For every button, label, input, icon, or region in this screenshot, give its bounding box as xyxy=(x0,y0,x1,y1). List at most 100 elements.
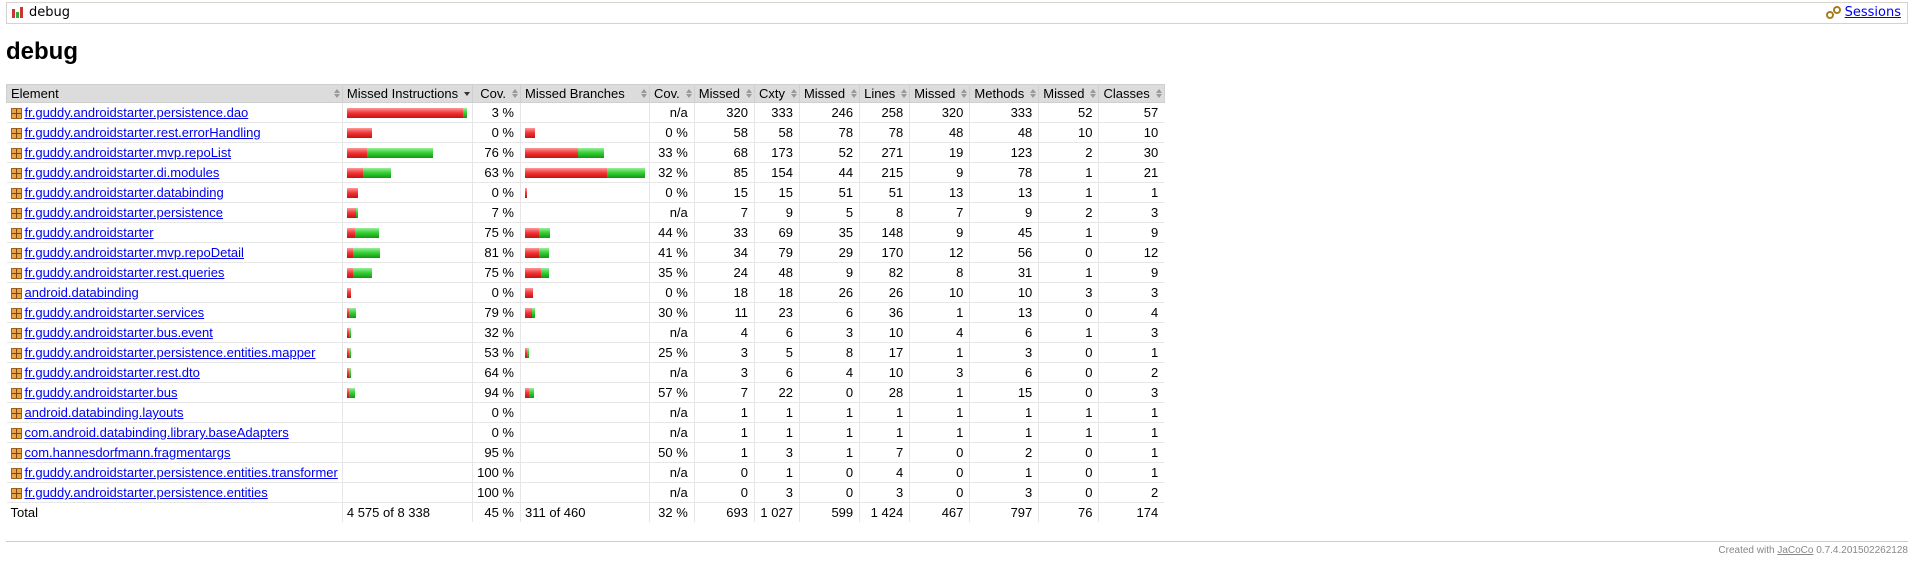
table-row: fr.guddy.androidstarter.mvp.repoDetail 81… xyxy=(6,242,1165,263)
instructions-bar xyxy=(346,147,468,158)
sort-icon xyxy=(790,89,797,98)
table-row: fr.guddy.androidstarter.persistence.enti… xyxy=(6,482,1165,503)
classes-missed: 0 xyxy=(1038,382,1099,403)
instructions-bar-cell xyxy=(341,242,473,263)
col-element[interactable]: Element xyxy=(6,84,343,103)
branches-bar xyxy=(525,147,645,158)
table-row: com.hannesdorfmann.fragmentargs 95 % 50 % 1… xyxy=(6,442,1165,463)
branches-bar xyxy=(525,167,645,178)
instructions-bar xyxy=(346,287,468,298)
col-missed-branches[interactable]: Missed Branches xyxy=(520,84,650,103)
branches-covered-bar xyxy=(541,267,549,278)
instructions-bar xyxy=(346,307,468,318)
col-missed-instructions[interactable]: Missed Instructions xyxy=(341,84,474,103)
classes: 1 xyxy=(1098,182,1165,203)
package-link[interactable]: fr.guddy.androidstarter.persistence xyxy=(24,205,224,220)
package-link[interactable]: fr.guddy.androidstarter.rest.errorHandli… xyxy=(24,125,261,140)
lines: 10 xyxy=(859,362,910,383)
col-lines[interactable]: Lines xyxy=(859,84,911,103)
package-link[interactable]: fr.guddy.androidstarter.databinding xyxy=(24,185,224,200)
package-link[interactable]: fr.guddy.androidstarter.persistence.dao xyxy=(24,105,249,120)
sessions-link-group[interactable]: Sessions xyxy=(1825,5,1901,20)
package-link[interactable]: fr.guddy.androidstarter xyxy=(24,225,154,240)
sessions-link[interactable]: Sessions xyxy=(1844,5,1901,20)
package-link[interactable]: fr.guddy.androidstarter.bus xyxy=(24,385,178,400)
methods: 31 xyxy=(969,262,1039,283)
col-lines-missed[interactable]: Missed xyxy=(798,84,861,103)
cxty-missed: 7 xyxy=(693,202,755,223)
lines-missed: 35 xyxy=(798,222,860,243)
instr-cov: 75 % xyxy=(472,222,521,243)
instructions-bar-cell xyxy=(341,462,473,483)
package-link[interactable]: android.databinding.layouts xyxy=(24,405,184,420)
lines: 82 xyxy=(859,262,910,283)
package-link[interactable]: fr.guddy.androidstarter.mvp.repoDetail xyxy=(24,245,244,260)
cxty-missed: 1 xyxy=(693,442,755,463)
cxty: 333 xyxy=(753,102,800,123)
branches-bar-cell xyxy=(520,442,650,463)
package-link[interactable]: fr.guddy.androidstarter.mvp.repoList xyxy=(24,145,231,160)
branches-bar-cell xyxy=(520,102,650,123)
package-link[interactable]: fr.guddy.androidstarter.persistence.enti… xyxy=(24,485,268,500)
instr-cov: 53 % xyxy=(472,342,521,363)
instructions-bar xyxy=(346,167,468,178)
branches-bar-cell xyxy=(520,282,650,303)
cxty: 5 xyxy=(753,342,800,363)
package-link[interactable]: fr.guddy.androidstarter.persistence.enti… xyxy=(24,345,316,360)
package-link[interactable]: fr.guddy.androidstarter.rest.queries xyxy=(24,265,225,280)
col-methods[interactable]: Methods xyxy=(969,84,1040,103)
jacoco-link[interactable]: JaCoCo xyxy=(1777,545,1814,556)
lines: 26 xyxy=(859,282,910,303)
branches-bar-cell xyxy=(520,482,650,503)
classes-missed: 0 xyxy=(1038,462,1099,483)
branches-missed-bar xyxy=(525,267,541,278)
sort-icon xyxy=(685,89,692,98)
instructions-missed-bar xyxy=(346,207,356,218)
classes-missed: 0 xyxy=(1038,302,1099,323)
col-cxty[interactable]: Cxty xyxy=(753,84,800,103)
element-cell: fr.guddy.androidstarter.persistence xyxy=(6,202,343,223)
classes: 1 xyxy=(1098,462,1165,483)
package-link[interactable]: fr.guddy.androidstarter.services xyxy=(24,305,205,320)
classes-missed: 1 xyxy=(1038,422,1099,443)
instructions-bar-cell xyxy=(341,162,473,183)
package-link[interactable]: fr.guddy.androidstarter.rest.dto xyxy=(24,365,200,380)
instr-cov: 0 % xyxy=(472,402,521,423)
cxty-missed: 15 xyxy=(693,182,755,203)
branches-missed-bar xyxy=(525,347,527,358)
methods-missed: 320 xyxy=(909,102,970,123)
element-cell: fr.guddy.androidstarter xyxy=(6,222,343,243)
instructions-bar xyxy=(346,387,468,398)
lines: 1 xyxy=(859,402,910,423)
col-instr-cov[interactable]: Cov. xyxy=(472,84,521,103)
package-link[interactable]: fr.guddy.androidstarter.di.modules xyxy=(24,165,220,180)
package-icon xyxy=(10,228,22,239)
methods: 10 xyxy=(969,282,1039,303)
col-classes[interactable]: Classes xyxy=(1098,84,1165,103)
branches-bar xyxy=(525,287,645,298)
page-title: debug xyxy=(6,38,78,65)
package-link[interactable]: com.android.databinding.library.baseAdap… xyxy=(24,425,289,440)
col-branch-cov[interactable]: Cov. xyxy=(649,84,695,103)
element-cell: fr.guddy.androidstarter.databinding xyxy=(6,182,343,203)
methods: 9 xyxy=(969,202,1039,223)
instr-cov: 100 % xyxy=(472,462,521,483)
col-classes-missed[interactable]: Missed xyxy=(1038,84,1100,103)
col-methods-missed[interactable]: Missed xyxy=(909,84,971,103)
branches-bar-cell xyxy=(520,422,650,443)
methods: 3 xyxy=(969,482,1039,503)
lines-missed: 44 xyxy=(798,162,860,183)
instructions-covered-bar xyxy=(462,107,467,118)
classes-missed: 10 xyxy=(1038,122,1099,143)
table-row: fr.guddy.androidstarter.rest.dto 64 % n/a 3… xyxy=(6,362,1165,383)
branches-missed-bar xyxy=(525,187,527,198)
instructions-bar xyxy=(346,207,468,218)
col-cxty-missed[interactable]: Missed xyxy=(693,84,755,103)
package-link[interactable]: android.databinding xyxy=(24,285,139,300)
package-link[interactable]: fr.guddy.androidstarter.bus.event xyxy=(24,325,213,340)
breadcrumb-label: debug xyxy=(29,5,70,20)
package-link[interactable]: com.hannesdorfmann.fragmentargs xyxy=(24,445,231,460)
branches-bar xyxy=(525,208,645,218)
package-link[interactable]: fr.guddy.androidstarter.persistence.enti… xyxy=(24,465,338,480)
element-cell: fr.guddy.androidstarter.rest.dto xyxy=(6,362,343,383)
